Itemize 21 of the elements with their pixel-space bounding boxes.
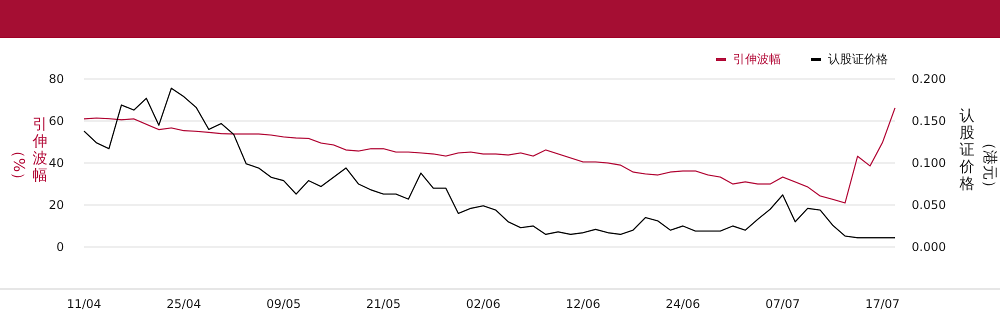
- y2-tick-label: 0.200: [912, 72, 946, 86]
- y-tick-label: 40: [48, 156, 64, 170]
- legend-label: 引伸波幅: [733, 52, 781, 66]
- x-tick-label: 17/07: [865, 297, 900, 311]
- y-tick-label: 20: [48, 198, 64, 212]
- x-tick-label: 07/07: [765, 297, 800, 311]
- y-tick-label: 0: [56, 240, 64, 254]
- x-tick-label: 25/04: [166, 297, 202, 311]
- legend-label: 认股证价格: [828, 52, 888, 66]
- y-tick-label: 80: [48, 72, 64, 86]
- x-tick-label: 24/06: [666, 297, 700, 311]
- x-tick-label: 12/06: [566, 297, 600, 311]
- y2-tick-label: 0.000: [912, 240, 946, 254]
- y-tick-label: 60: [48, 114, 64, 128]
- x-tick-label: 02/06: [466, 297, 501, 311]
- x-tick-label: 09/05: [266, 297, 301, 311]
- x-tick-label: 11/04: [66, 297, 102, 311]
- y2-tick-label: 0.050: [912, 198, 946, 212]
- y2-tick-label: 0.100: [912, 156, 946, 170]
- x-tick-label: 21/05: [366, 297, 401, 311]
- y2-tick-label: 0.150: [912, 114, 946, 128]
